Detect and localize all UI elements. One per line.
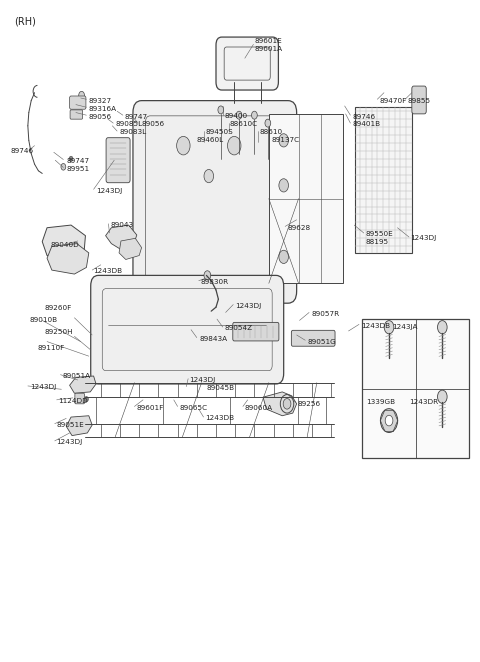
Circle shape [252,111,257,119]
Bar [269,114,343,283]
Circle shape [279,134,288,147]
Text: 89083L: 89083L [119,129,146,136]
Text: 89054Z: 89054Z [225,325,253,332]
FancyBboxPatch shape [412,86,426,114]
Text: 89057R: 89057R [311,310,339,317]
FancyBboxPatch shape [70,110,83,119]
Bar [362,319,469,458]
Circle shape [279,179,288,192]
Polygon shape [47,244,89,274]
Circle shape [438,390,447,403]
Text: 1339GB: 1339GB [366,399,395,406]
Circle shape [61,164,66,170]
FancyBboxPatch shape [291,330,335,346]
Circle shape [79,91,84,99]
Text: 89951: 89951 [66,166,89,172]
Circle shape [177,136,190,155]
Text: 89056: 89056 [142,121,165,128]
Text: 89470F: 89470F [379,97,407,104]
Text: (RH): (RH) [14,16,36,26]
Text: 89065C: 89065C [180,404,208,411]
Text: 89327: 89327 [89,97,112,104]
Text: 1243DJ: 1243DJ [235,303,262,309]
Text: 1243JA: 1243JA [393,324,418,330]
Text: 89460L: 89460L [197,137,224,144]
FancyBboxPatch shape [91,275,284,384]
Text: 88610C: 88610C [229,121,258,128]
Text: 1243DB: 1243DB [361,322,390,329]
Text: 89060A: 89060A [245,404,273,411]
FancyBboxPatch shape [75,393,84,404]
Text: 89316A: 89316A [89,105,117,112]
Text: 89250H: 89250H [44,329,73,336]
Circle shape [438,320,447,334]
Text: 89056: 89056 [89,113,112,120]
FancyBboxPatch shape [233,322,279,341]
Bar [355,107,412,253]
Text: 89040D: 89040D [50,242,79,248]
Polygon shape [70,376,96,393]
Circle shape [204,169,214,183]
FancyBboxPatch shape [70,96,86,109]
Circle shape [384,320,394,334]
Text: 89746: 89746 [353,113,376,120]
Text: 1243DB: 1243DB [205,415,235,422]
Polygon shape [66,416,92,436]
Text: 89855: 89855 [407,97,430,104]
Circle shape [84,397,88,402]
FancyBboxPatch shape [133,101,297,303]
Text: 89601F: 89601F [137,404,164,411]
Text: 89450S: 89450S [205,129,233,136]
Polygon shape [42,225,85,260]
Text: 89601A: 89601A [254,46,283,52]
Text: 88610: 88610 [259,129,282,136]
Text: 1243DB: 1243DB [94,268,123,275]
Text: 89830R: 89830R [201,279,229,285]
Text: 89628: 89628 [287,224,310,231]
Text: 89747: 89747 [125,113,148,120]
Text: 1124DD: 1124DD [59,398,88,404]
Text: 89045B: 89045B [206,385,235,391]
Circle shape [385,415,393,426]
Circle shape [279,250,288,263]
Text: 89110F: 89110F [37,345,65,352]
Text: 89085L: 89085L [115,121,143,128]
Text: 89400: 89400 [225,113,248,119]
Text: 1243DJ: 1243DJ [96,187,122,194]
Text: 1243DJ: 1243DJ [190,377,216,383]
Text: 89010B: 89010B [30,317,58,324]
Text: 89043: 89043 [110,222,133,228]
Circle shape [69,156,73,162]
Text: 89256: 89256 [298,401,321,407]
Circle shape [381,408,397,432]
Text: 89601E: 89601E [254,38,282,44]
Text: 89260F: 89260F [44,305,72,312]
Circle shape [236,111,242,119]
Polygon shape [119,238,142,260]
Text: 1243DR: 1243DR [409,399,438,406]
Text: 89746: 89746 [11,148,34,154]
Text: 1243DJ: 1243DJ [410,235,437,242]
Polygon shape [106,225,137,249]
Text: 89051A: 89051A [62,373,91,379]
Text: 88195: 88195 [366,239,389,246]
Text: 89051E: 89051E [57,422,84,428]
Circle shape [228,136,241,155]
Text: 1243DJ: 1243DJ [57,439,83,446]
Polygon shape [263,392,297,416]
Text: 89550E: 89550E [366,231,394,238]
Text: 1243DJ: 1243DJ [30,384,56,391]
Text: 89137C: 89137C [271,137,300,144]
Text: 89401B: 89401B [353,121,381,128]
Circle shape [204,271,211,280]
Text: 89843A: 89843A [199,336,228,342]
Circle shape [283,399,291,409]
Circle shape [265,119,271,127]
FancyBboxPatch shape [216,37,278,90]
Text: 89051G: 89051G [307,338,336,345]
Text: 89747: 89747 [66,158,89,164]
FancyBboxPatch shape [106,138,130,183]
Circle shape [218,106,224,114]
